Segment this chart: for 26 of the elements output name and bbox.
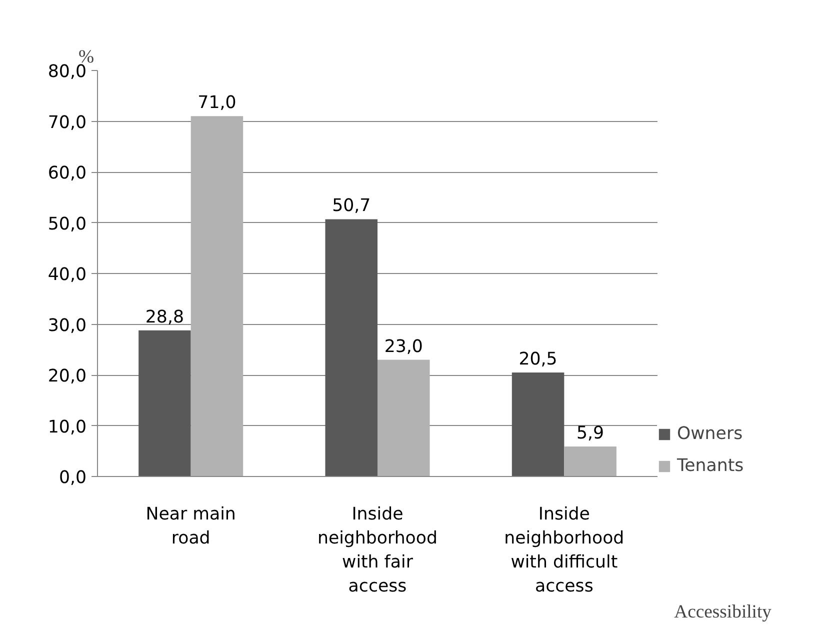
data-label: 20,5 (518, 349, 558, 370)
legend-label: Owners (677, 424, 743, 444)
data-label: 71,0 (198, 93, 236, 114)
legend-label: Tenants (677, 456, 744, 476)
data-label: 28,8 (145, 307, 184, 328)
data-label: 23,0 (384, 336, 423, 357)
y-tick-label: 0,0 (58, 468, 87, 488)
x-tick-label: Near main road (146, 504, 236, 548)
y-tick-label: 70,0 (48, 112, 87, 133)
y-tick-label: 60,0 (48, 164, 87, 184)
y-tick-label: 30,0 (48, 316, 87, 336)
y-tick-label: 20,0 (48, 366, 87, 386)
y-tick-label: 10,0 (48, 417, 87, 438)
y-tick-label: 40,0 (48, 265, 87, 285)
data-label: 5,9 (576, 424, 604, 444)
bar (325, 219, 378, 476)
bar (378, 360, 430, 476)
bar (512, 372, 564, 476)
y-tick-label: 50,0 (48, 214, 87, 234)
x-axis-title: Accessibility (674, 602, 772, 622)
bar (138, 330, 191, 476)
bar (190, 116, 244, 476)
x-tick-label: Inside neighborhood with fair access (317, 504, 438, 596)
bar (564, 446, 616, 476)
x-tick-label: Inside neighborhood with difficult access (504, 504, 624, 596)
data-label: 50,7 (332, 196, 371, 216)
